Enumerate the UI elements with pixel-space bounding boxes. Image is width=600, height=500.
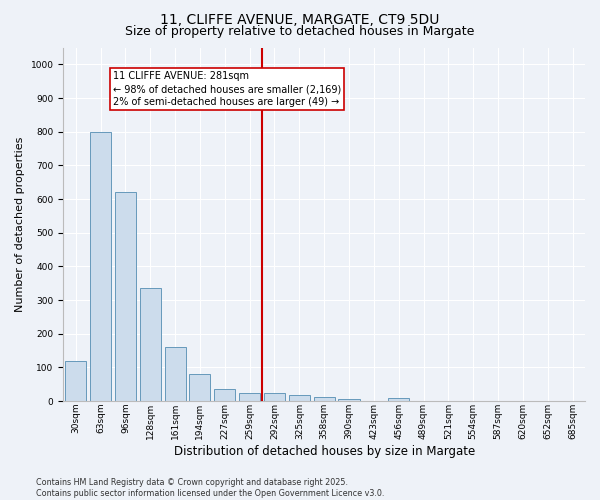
Bar xyxy=(90,132,111,401)
Text: 11, CLIFFE AVENUE, MARGATE, CT9 5DU: 11, CLIFFE AVENUE, MARGATE, CT9 5DU xyxy=(160,12,440,26)
Y-axis label: Number of detached properties: Number of detached properties xyxy=(15,136,25,312)
Bar xyxy=(190,374,211,401)
Bar xyxy=(338,400,359,401)
Text: Contains HM Land Registry data © Crown copyright and database right 2025.
Contai: Contains HM Land Registry data © Crown c… xyxy=(36,478,385,498)
Bar xyxy=(65,361,86,401)
Bar xyxy=(140,288,161,401)
Bar xyxy=(388,398,409,401)
X-axis label: Distribution of detached houses by size in Margate: Distribution of detached houses by size … xyxy=(173,444,475,458)
Text: Size of property relative to detached houses in Margate: Size of property relative to detached ho… xyxy=(125,25,475,38)
Bar xyxy=(164,346,185,401)
Text: 11 CLIFFE AVENUE: 281sqm
← 98% of detached houses are smaller (2,169)
2% of semi: 11 CLIFFE AVENUE: 281sqm ← 98% of detach… xyxy=(113,71,341,108)
Bar xyxy=(115,192,136,401)
Bar xyxy=(264,393,285,401)
Bar xyxy=(289,395,310,401)
Bar xyxy=(214,390,235,401)
Bar xyxy=(314,397,335,401)
Bar xyxy=(239,393,260,401)
